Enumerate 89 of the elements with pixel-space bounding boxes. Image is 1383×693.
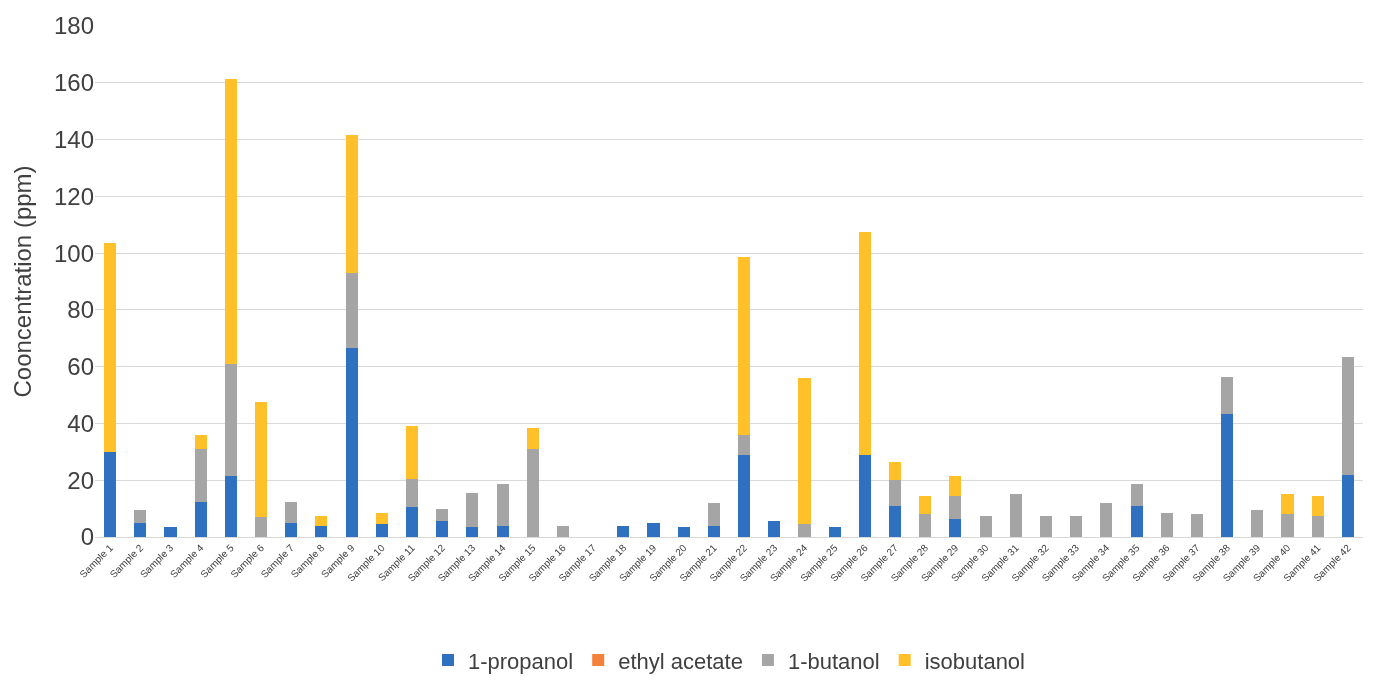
legend-label: 1-propanol — [468, 648, 574, 674]
bar — [436, 521, 449, 537]
bar — [405, 426, 419, 479]
bar — [1341, 356, 1354, 475]
bar — [1130, 505, 1143, 537]
bar — [1039, 515, 1053, 537]
bar — [134, 510, 147, 523]
bar — [738, 454, 751, 537]
bar — [255, 517, 268, 537]
bar — [375, 524, 388, 537]
legend-label: ethyl acetate — [618, 648, 743, 674]
bar — [979, 515, 992, 537]
y-tick-label: 140 — [53, 125, 94, 153]
bar — [1281, 494, 1294, 515]
bar — [707, 502, 720, 526]
bar — [617, 525, 630, 537]
y-tick-label: 0 — [80, 523, 94, 551]
bar — [1190, 514, 1203, 537]
bar — [345, 135, 358, 273]
y-tick-label: 180 — [53, 12, 94, 40]
bar — [194, 448, 207, 502]
bar — [828, 527, 841, 537]
bar — [255, 402, 268, 518]
bar — [285, 501, 298, 523]
y-tick-label: 100 — [53, 239, 94, 267]
y-tick-label: 40 — [67, 409, 94, 437]
bar — [194, 501, 207, 537]
bar — [889, 461, 902, 481]
bar — [496, 484, 509, 526]
y-axis-title: Cooncentration (ppm) — [9, 165, 37, 398]
y-tick-label: 80 — [67, 296, 94, 324]
bar — [1130, 484, 1143, 506]
bar — [315, 525, 328, 537]
bar — [738, 257, 751, 435]
bar — [1221, 376, 1234, 414]
bar — [496, 525, 509, 537]
bar — [949, 518, 962, 537]
bar — [405, 478, 419, 508]
bar — [858, 231, 871, 455]
legend-label: isobutanol — [924, 648, 1025, 674]
bar — [104, 243, 117, 452]
bar — [889, 480, 902, 506]
bar — [1160, 512, 1173, 537]
bar — [526, 448, 539, 537]
bar — [345, 272, 358, 349]
bar — [919, 514, 932, 537]
bar — [1070, 515, 1083, 537]
bar — [1100, 502, 1113, 537]
bar — [677, 527, 690, 537]
bar — [285, 522, 298, 537]
y-tick-label: 120 — [53, 182, 94, 210]
bar — [949, 475, 962, 496]
bar — [315, 515, 328, 526]
bar — [1311, 495, 1324, 516]
bar — [707, 525, 720, 537]
bar — [949, 495, 962, 519]
bar — [104, 451, 117, 537]
bar — [405, 507, 419, 537]
y-tick-label: 160 — [53, 69, 94, 97]
bar — [436, 508, 449, 522]
bar — [194, 434, 207, 449]
bar — [224, 78, 237, 364]
y-tick-label: 60 — [67, 353, 94, 381]
bar — [798, 524, 811, 537]
bar — [1341, 474, 1354, 537]
legend-label: 1-butanol — [787, 648, 880, 674]
bar — [1281, 514, 1294, 537]
bar — [738, 434, 751, 455]
bar — [798, 378, 811, 525]
bar — [919, 495, 932, 515]
bar — [1311, 515, 1324, 537]
bar — [466, 493, 479, 528]
bar — [889, 505, 902, 537]
bar — [134, 522, 147, 537]
bar — [224, 475, 237, 537]
bar — [345, 348, 358, 537]
bar — [858, 454, 871, 537]
bar — [556, 525, 569, 537]
bar — [647, 522, 660, 537]
y-tick-label: 20 — [67, 466, 94, 494]
bar — [1009, 494, 1022, 537]
bar — [768, 521, 781, 537]
bar — [466, 527, 479, 537]
bar — [526, 427, 539, 449]
bar — [1251, 510, 1264, 537]
bar — [375, 512, 388, 525]
bar — [1221, 413, 1234, 537]
bar — [224, 363, 237, 476]
bar — [164, 527, 177, 537]
